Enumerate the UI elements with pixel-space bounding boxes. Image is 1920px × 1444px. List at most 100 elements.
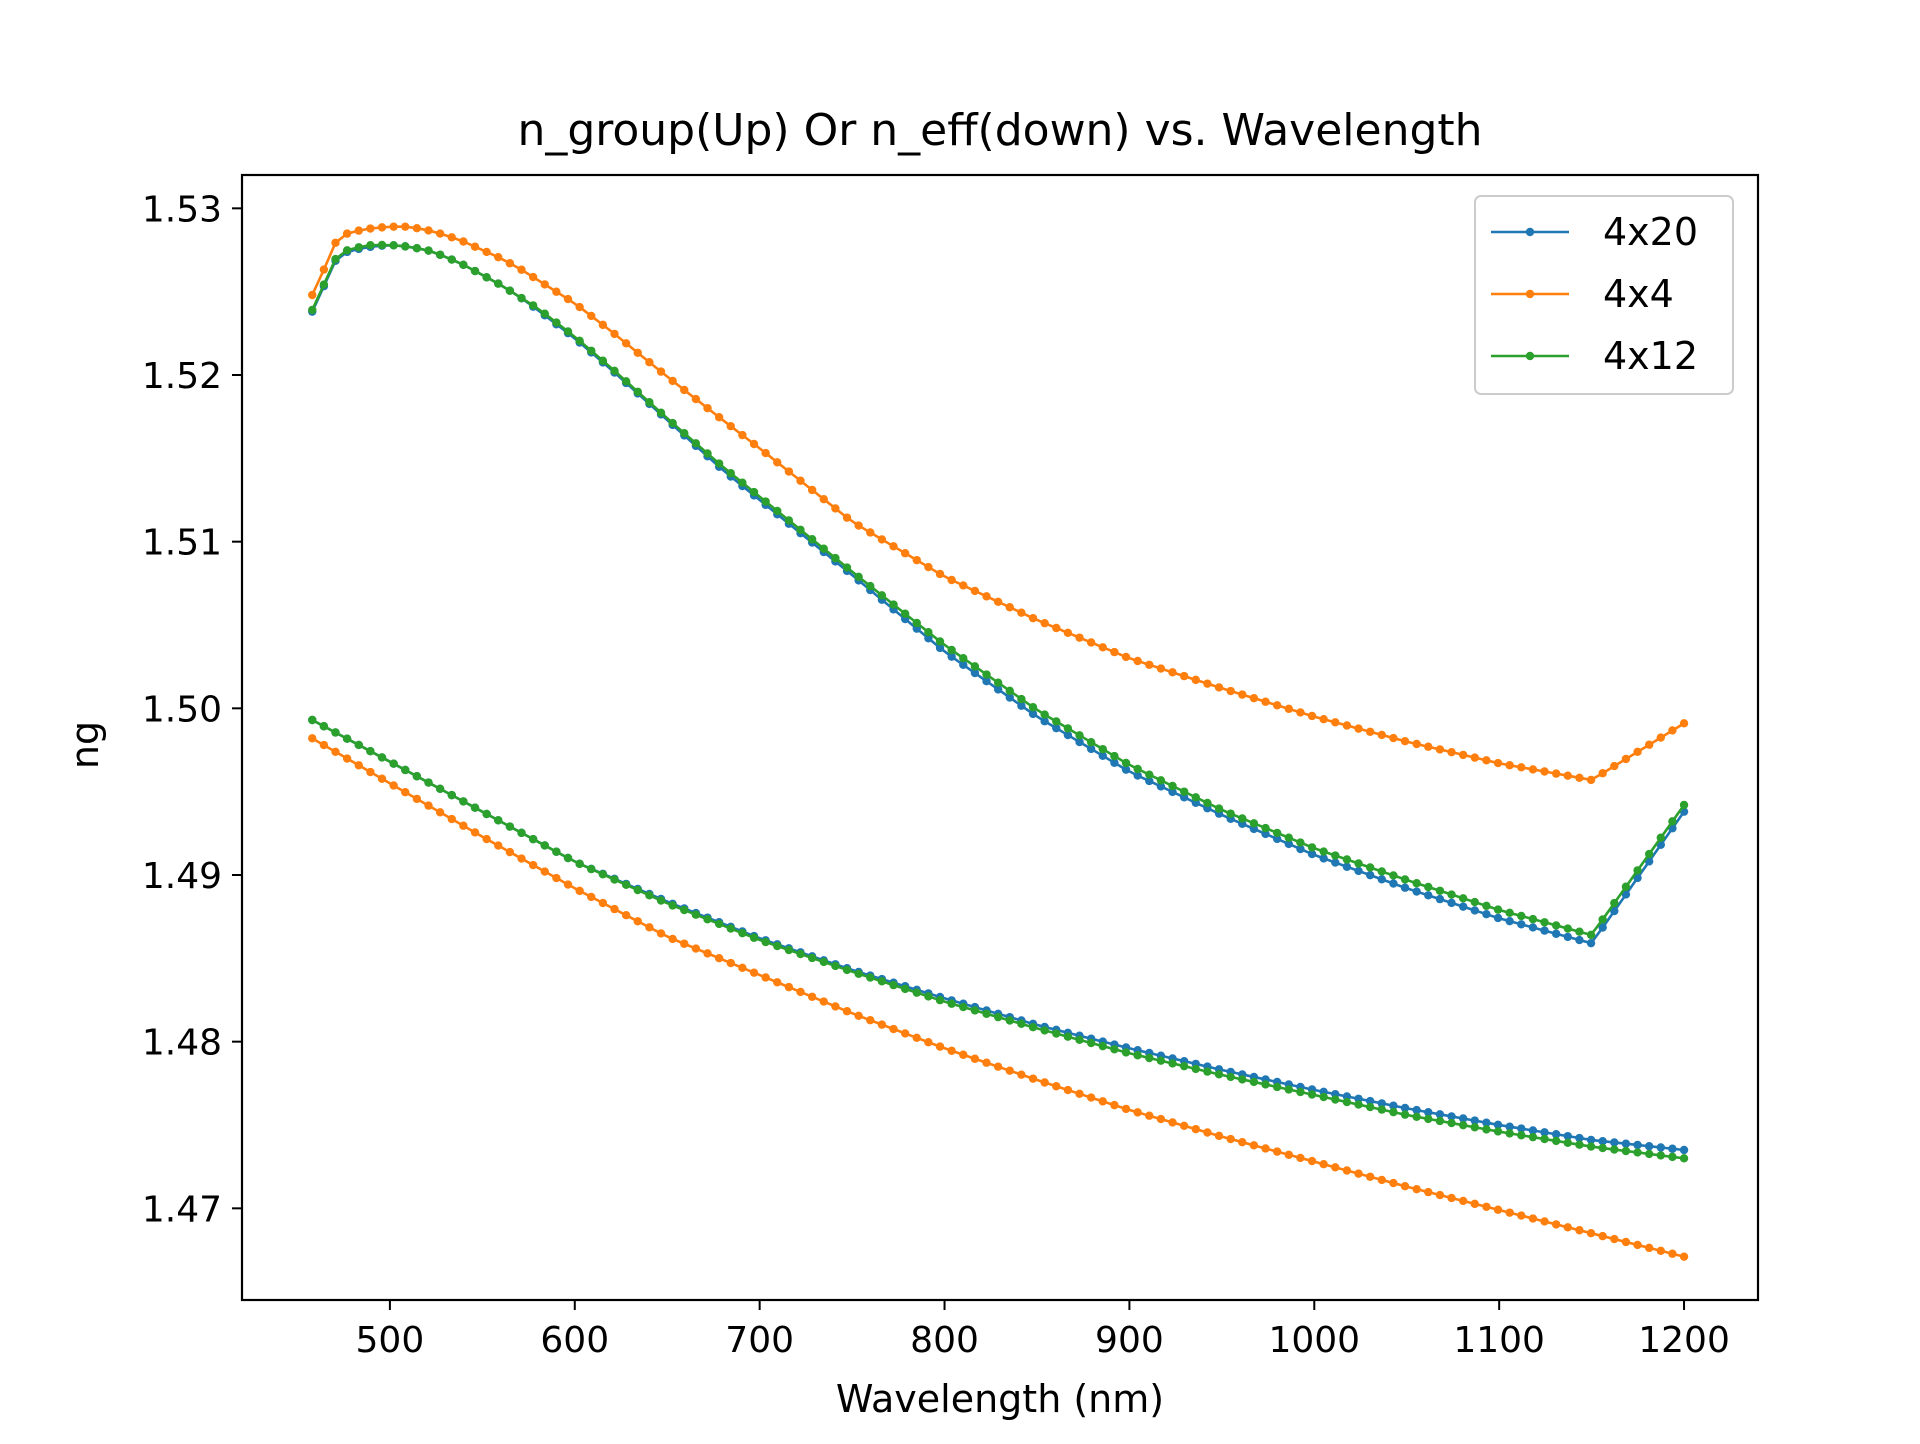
data-point-4x12-group	[761, 497, 770, 506]
data-point-4x12-group	[912, 618, 921, 628]
data-point-4x20-eff	[1528, 1126, 1538, 1135]
data-point-4x20-eff	[1365, 1096, 1375, 1106]
data-point-4x4-eff	[1493, 1205, 1503, 1214]
data-point-4x12-group	[494, 279, 503, 288]
data-point-4x12-group	[1133, 764, 1142, 774]
data-point-4x12-group	[1365, 863, 1375, 872]
data-point-4x4-eff	[1365, 1172, 1375, 1181]
data-point-4x12-eff	[331, 728, 340, 737]
data-point-4x12-eff	[738, 928, 747, 938]
data-point-4x4-eff	[866, 1016, 875, 1025]
data-point-4x4-group	[1365, 727, 1375, 736]
data-point-4x4-group	[1528, 765, 1538, 774]
x-tick-label: 1000	[1268, 1320, 1360, 1361]
x-tick-label: 1100	[1453, 1320, 1545, 1361]
data-point-4x4-eff	[528, 860, 538, 870]
y-tick-label: 1.48	[142, 1023, 222, 1064]
data-point-4x12-eff	[424, 778, 433, 787]
data-point-4x12-eff	[866, 973, 875, 982]
data-point-4x12-group	[319, 280, 329, 289]
data-point-4x12-group	[540, 309, 549, 318]
data-point-4x4-eff	[401, 787, 410, 797]
y-tick-label: 1.51	[142, 523, 222, 564]
data-point-4x12-group	[1179, 787, 1189, 796]
data-point-4x4-group	[1238, 690, 1247, 699]
data-point-4x4-eff	[621, 910, 631, 920]
data-point-4x12-group	[575, 336, 584, 346]
data-point-4x20-eff	[1563, 1131, 1572, 1141]
data-point-4x4-group	[1354, 724, 1363, 733]
data-point-4x4-group	[1098, 643, 1107, 652]
data-point-4x12-eff	[1610, 1145, 1619, 1154]
data-point-4x12-group	[1040, 710, 1049, 719]
data-point-4x4-eff	[1447, 1193, 1456, 1203]
data-point-4x12-eff	[1017, 1019, 1026, 1029]
data-point-4x12-eff	[1156, 1056, 1166, 1065]
data-point-4x20-group	[1447, 898, 1456, 908]
data-point-4x4-eff	[1005, 1066, 1014, 1075]
data-point-4x4-eff	[1063, 1085, 1073, 1095]
data-point-4x12-group	[1191, 793, 1200, 802]
data-point-4x4-group	[1296, 708, 1305, 717]
data-point-4x12-eff	[784, 945, 794, 955]
data-point-4x12-eff	[947, 999, 956, 1008]
data-point-4x4-group	[1656, 733, 1666, 742]
data-point-4x4-eff	[1458, 1196, 1468, 1206]
data-point-4x12-eff	[308, 715, 317, 725]
data-point-4x12-group	[738, 478, 747, 487]
data-point-4x4-group	[1284, 704, 1293, 714]
data-point-4x12-eff	[982, 1009, 991, 1018]
data-point-4x20-group	[1610, 906, 1619, 916]
data-point-4x20-group	[1284, 839, 1293, 849]
data-point-4x12-eff	[1168, 1059, 1177, 1068]
data-point-4x20-eff	[1633, 1140, 1642, 1150]
data-point-4x12-eff	[1435, 1116, 1445, 1126]
data-point-4x4-group	[1261, 697, 1270, 706]
data-point-4x20-group	[1633, 873, 1642, 883]
data-point-4x4-eff	[1354, 1169, 1363, 1178]
data-point-4x4-group	[970, 586, 980, 596]
data-point-4x4-group	[389, 222, 398, 231]
data-point-4x20-group	[1331, 858, 1340, 867]
data-point-4x4-group	[1075, 633, 1084, 642]
data-point-4x4-group	[412, 224, 422, 233]
data-point-4x4-group	[1517, 763, 1526, 772]
data-point-4x4-eff	[482, 834, 491, 844]
data-point-4x12-eff	[877, 977, 887, 986]
data-point-4x4-eff	[807, 992, 817, 1001]
data-point-4x12-eff	[726, 924, 735, 933]
data-point-4x12-group	[587, 346, 596, 355]
data-point-4x4-group	[1307, 711, 1317, 721]
data-point-4x12-group	[1586, 930, 1596, 940]
data-point-4x12-group	[1307, 843, 1317, 852]
data-point-4x12-group	[959, 653, 968, 663]
data-point-4x12-group	[889, 600, 898, 609]
data-point-4x12-eff	[1028, 1022, 1038, 1032]
data-point-4x4-eff	[1470, 1199, 1479, 1209]
data-point-4x4-group	[1470, 753, 1479, 762]
data-point-4x4-group	[610, 329, 619, 339]
data-point-4x12-eff	[691, 910, 701, 919]
data-point-4x20-eff	[1679, 1145, 1689, 1155]
data-point-4x20-group	[1168, 787, 1177, 797]
data-point-4x12-eff	[1621, 1146, 1631, 1156]
data-point-4x4-eff	[1121, 1104, 1131, 1114]
data-point-4x12-eff	[1505, 1129, 1514, 1138]
data-point-4x20-eff	[1517, 1124, 1526, 1133]
data-point-4x12-eff	[645, 891, 654, 900]
data-point-4x4-group	[308, 290, 317, 300]
data-point-4x4-group	[1005, 603, 1014, 612]
data-point-4x12-eff	[459, 797, 468, 806]
data-point-4x4-eff	[900, 1029, 910, 1038]
data-point-4x20-group	[1145, 776, 1154, 786]
data-point-4x12-group	[1412, 879, 1421, 888]
data-point-4x20-group	[1052, 723, 1061, 733]
data-point-4x4-group	[924, 562, 933, 572]
data-point-4x12-group	[947, 645, 956, 655]
data-point-4x4-eff	[342, 754, 352, 763]
data-point-4x4-eff	[645, 923, 654, 932]
data-point-4x12-eff	[389, 759, 398, 768]
data-point-4x12-eff	[587, 864, 596, 874]
x-tick-label: 800	[910, 1320, 979, 1361]
data-point-4x20-group	[1505, 916, 1514, 926]
